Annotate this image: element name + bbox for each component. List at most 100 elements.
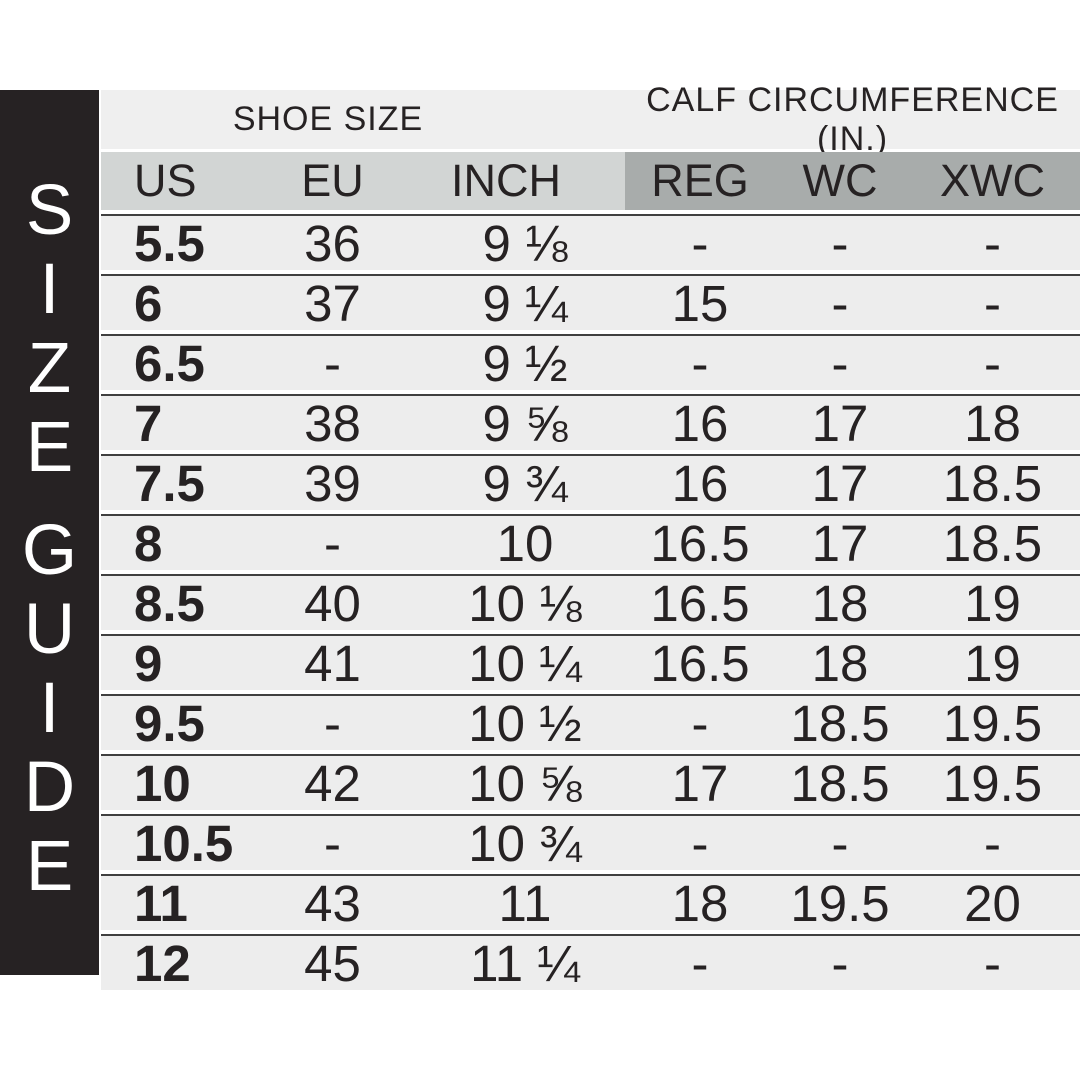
cell-wc: 17: [775, 395, 905, 452]
cell-xwc: 19: [905, 635, 1080, 692]
sidebar-letter: S: [25, 171, 74, 250]
cell-inch: 11 ¼: [425, 935, 625, 992]
table-row: 8-10 16.5 17 18.5: [101, 514, 1080, 572]
cell-us: 10: [101, 755, 240, 812]
cell-inch: 10 ⅛: [425, 575, 625, 632]
cell-reg: 16: [625, 455, 775, 512]
cell-wc: 18.5: [775, 695, 905, 752]
table-row: 5.5 36 9 ⅛---: [101, 214, 1080, 272]
cell-us: 11: [101, 875, 240, 932]
cell-us: 6: [101, 275, 240, 332]
shoe-size-header: SHOE SIZE: [232, 100, 424, 138]
cell-xwc: 19: [905, 575, 1080, 632]
table-row: 6.5-9 ½---: [101, 334, 1080, 392]
table-row: 10.5-10 ¾---: [101, 814, 1080, 872]
cell-us: 7: [101, 395, 240, 452]
table-row: 8.5 40 10 ⅛ 16.5 18 19: [101, 574, 1080, 632]
cell-reg: -: [625, 815, 775, 872]
cell-inch: 9 ¼: [425, 275, 625, 332]
cell-reg: -: [625, 335, 775, 392]
cell-wc: 18.5: [775, 755, 905, 812]
cell-xwc: 18.5: [905, 455, 1080, 512]
sidebar-letter: D: [23, 748, 76, 827]
column-header-reg: REG: [625, 152, 775, 210]
cell-xwc: 19.5: [905, 695, 1080, 752]
sidebar-letter: I: [39, 669, 60, 748]
column-header-wc: WC: [775, 152, 905, 210]
cell-xwc: 18: [905, 395, 1080, 452]
cell-reg: 16.5: [625, 635, 775, 692]
table-row: 11 43 11 18 19.5 20: [101, 874, 1080, 932]
sidebar-letter: E: [25, 408, 74, 487]
cell-us: 5.5: [101, 215, 240, 272]
cell-xwc: -: [905, 275, 1080, 332]
cell-eu: 43: [240, 875, 425, 932]
cell-reg: 18: [625, 875, 775, 932]
cell-wc: 19.5: [775, 875, 905, 932]
group-header-strip: SHOE SIZE CALF CIRCUMFERENCE (IN.): [101, 81, 1080, 158]
cell-reg: 15: [625, 275, 775, 332]
cell-reg: -: [625, 695, 775, 752]
cell-xwc: -: [905, 815, 1080, 872]
cell-eu: 42: [240, 755, 425, 812]
cell-us: 9: [101, 635, 240, 692]
cell-wc: -: [775, 215, 905, 272]
column-header-eu: EU: [240, 152, 425, 210]
column-header-xwc: XWC: [905, 152, 1080, 210]
cell-inch: 10 ⅝: [425, 755, 625, 812]
cell-inch: 9 ½: [425, 335, 625, 392]
column-header-inch: INCH: [425, 152, 625, 210]
cell-wc: -: [775, 815, 905, 872]
cell-reg: 16.5: [625, 515, 775, 572]
cell-us: 9.5: [101, 695, 240, 752]
cell-wc: 17: [775, 455, 905, 512]
cell-eu: 40: [240, 575, 425, 632]
cell-wc: -: [775, 935, 905, 992]
table-row: 10 42 10 ⅝ 17 18.5 19.5: [101, 754, 1080, 812]
table-row: 12 45 11 ¼---: [101, 934, 1080, 992]
cell-us: 6.5: [101, 335, 240, 392]
cell-wc: 17: [775, 515, 905, 572]
cell-eu: 41: [240, 635, 425, 692]
cell-reg: 16: [625, 395, 775, 452]
cell-wc: -: [775, 275, 905, 332]
cell-reg: 17: [625, 755, 775, 812]
sidebar-letter: E: [25, 827, 74, 906]
cell-eu: 36: [240, 215, 425, 272]
cell-eu: -: [240, 695, 425, 752]
calf-circumference-header: CALF CIRCUMFERENCE (IN.): [646, 80, 1059, 158]
cell-reg: -: [625, 215, 775, 272]
sidebar-letter: Z: [27, 329, 72, 408]
cell-xwc: -: [905, 935, 1080, 992]
size-table: SHOE SIZE CALF CIRCUMFERENCE (IN.) US EU I…: [101, 81, 1080, 992]
cell-xwc: 20: [905, 875, 1080, 932]
cell-wc: 18: [775, 575, 905, 632]
cell-us: 8: [101, 515, 240, 572]
cell-eu: -: [240, 815, 425, 872]
table-row: 9.5-10 ½ -18.5 19.5: [101, 694, 1080, 752]
cell-us: 10.5: [101, 815, 240, 872]
table-body: 5.5 36 9 ⅛ - - -6 37 9 ¼ 15- -6.5-9 ½ - - -7 38 9 ⅝ 16 1…: [101, 214, 1080, 992]
cell-us: 7.5: [101, 455, 240, 512]
table-row: 7.5 39 9 ¾ 16 17 18.5: [101, 454, 1080, 512]
sidebar-letter: U: [23, 590, 76, 669]
cell-us: 8.5: [101, 575, 240, 632]
cell-eu: 37: [240, 275, 425, 332]
table-row: 6 37 9 ¼ 15- -: [101, 274, 1080, 332]
column-header-row: US EU INCH REG WC XWC: [101, 152, 1080, 210]
cell-eu: 45: [240, 935, 425, 992]
cell-xwc: 18.5: [905, 515, 1080, 572]
cell-wc: -: [775, 335, 905, 392]
cell-inch: 10 ¼: [425, 635, 625, 692]
cell-inch: 11: [425, 875, 625, 932]
table-row: 9 41 10 ¼ 16.5 18 19: [101, 634, 1080, 692]
cell-xwc: -: [905, 215, 1080, 272]
cell-reg: -: [625, 935, 775, 992]
cell-eu: -: [240, 515, 425, 572]
cell-eu: -: [240, 335, 425, 392]
cell-xwc: -: [905, 335, 1080, 392]
